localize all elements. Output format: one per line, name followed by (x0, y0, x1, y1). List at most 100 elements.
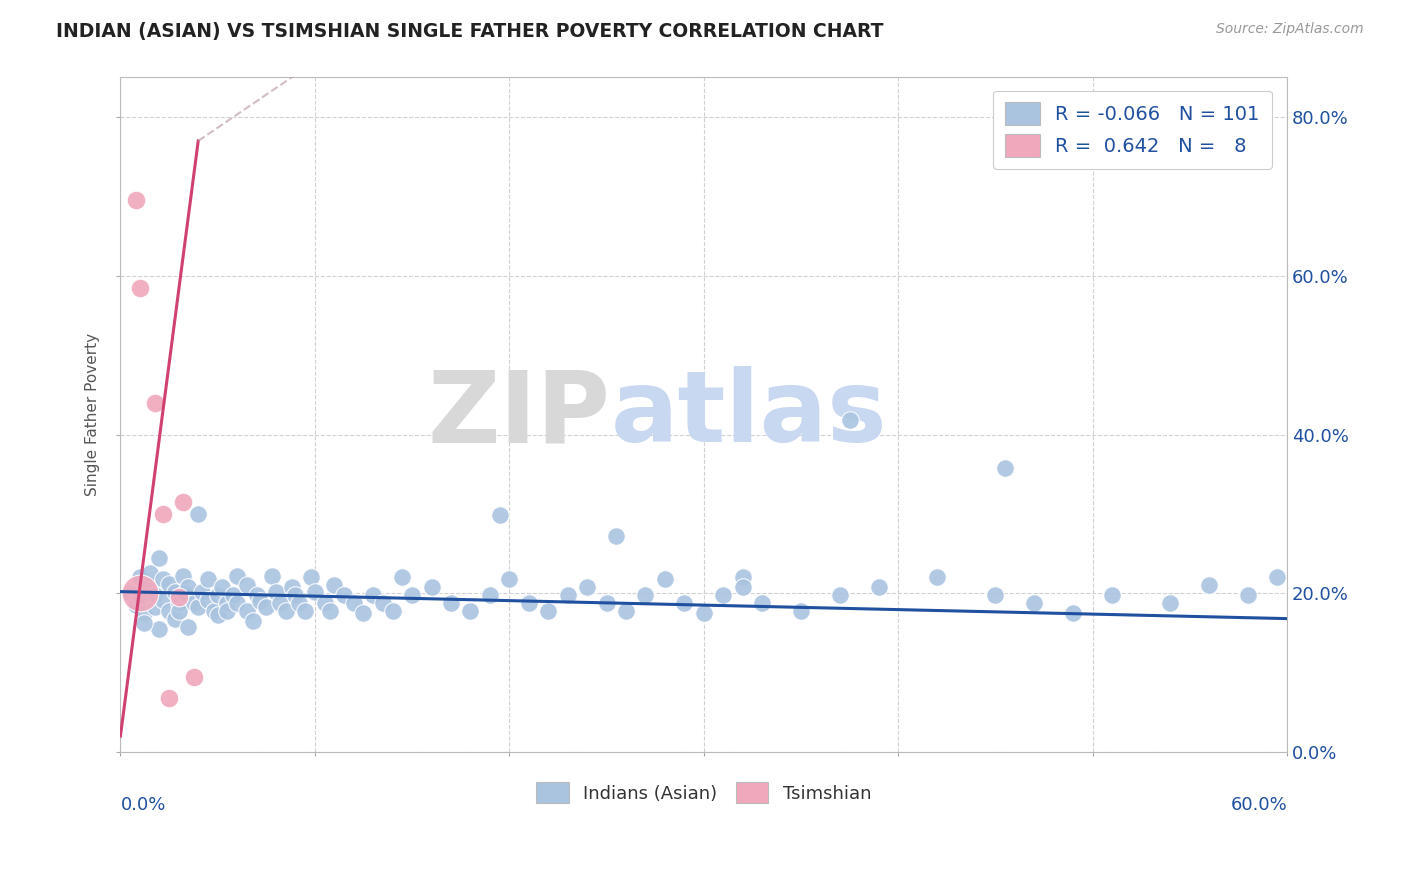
Point (614, 604, 637, 618)
Point (187, 600, 209, 615)
Point (693, 606, 716, 620)
Point (125, 598, 148, 612)
Point (197, 572, 219, 586)
Point (242, 614, 264, 628)
Point (183, 669, 205, 683)
Point (172, 568, 194, 582)
Point (353, 606, 375, 620)
Point (138, 578, 160, 592)
Point (391, 570, 413, 584)
Point (1024, 596, 1046, 610)
Point (323, 578, 346, 592)
Point (249, 594, 271, 608)
Point (226, 596, 249, 610)
Point (1267, 570, 1289, 584)
Point (183, 596, 205, 610)
Text: Source: ZipAtlas.com: Source: ZipAtlas.com (1216, 22, 1364, 37)
Point (731, 580, 754, 594)
Point (299, 570, 322, 584)
Point (994, 460, 1017, 475)
Point (264, 584, 287, 599)
Point (828, 588, 851, 602)
Point (245, 588, 267, 602)
Point (138, 566, 160, 581)
Point (128, 570, 150, 584)
Point (1198, 578, 1220, 592)
Point (197, 592, 219, 607)
Point (202, 604, 225, 618)
Point (120, 586, 142, 600)
Point (868, 580, 890, 594)
Point (319, 604, 342, 618)
Point (217, 604, 239, 618)
Point (280, 580, 302, 594)
Point (128, 586, 150, 600)
Point (152, 572, 174, 586)
Point (790, 604, 813, 618)
Point (838, 413, 860, 427)
Point (333, 588, 356, 602)
Point (163, 612, 186, 626)
Point (191, 584, 214, 599)
Point (478, 588, 501, 602)
Point (654, 572, 676, 586)
Point (187, 507, 209, 521)
Point (157, 604, 180, 618)
Point (148, 622, 170, 636)
Point (517, 596, 540, 610)
Text: atlas: atlas (610, 367, 887, 463)
Point (152, 592, 174, 607)
Point (460, 604, 482, 618)
Point (274, 604, 297, 618)
Point (440, 596, 463, 610)
Point (488, 508, 510, 523)
Point (284, 588, 307, 602)
Point (132, 606, 155, 620)
Point (167, 590, 190, 604)
Text: ZIP: ZIP (427, 367, 610, 463)
Point (262, 568, 284, 582)
Point (217, 596, 239, 610)
Point (207, 608, 229, 623)
Point (1101, 588, 1123, 602)
Point (984, 588, 1007, 602)
Point (420, 580, 443, 594)
Point (361, 588, 384, 602)
Point (314, 596, 336, 610)
Point (236, 578, 259, 592)
Point (498, 572, 520, 586)
Point (157, 576, 180, 591)
Point (128, 281, 150, 295)
Point (173, 586, 195, 600)
Point (152, 507, 174, 521)
Point (222, 588, 245, 602)
Point (381, 604, 404, 618)
Point (177, 619, 200, 633)
Point (605, 529, 627, 543)
Point (254, 600, 277, 615)
Point (269, 596, 291, 610)
Text: 0.0%: 0.0% (121, 796, 166, 814)
Point (537, 604, 560, 618)
Text: INDIAN (ASIAN) VS TSIMSHIAN SINGLE FATHER POVERTY CORRELATION CHART: INDIAN (ASIAN) VS TSIMSHIAN SINGLE FATHE… (56, 22, 884, 41)
Text: 60.0%: 60.0% (1230, 796, 1286, 814)
Point (925, 570, 948, 584)
Point (288, 596, 311, 610)
Point (595, 596, 617, 610)
Point (211, 580, 233, 594)
Point (157, 690, 180, 705)
Point (401, 588, 423, 602)
Point (371, 596, 394, 610)
Point (207, 588, 229, 602)
Point (226, 568, 249, 582)
Point (167, 604, 190, 618)
Point (576, 580, 599, 594)
Point (673, 596, 696, 610)
Point (1237, 588, 1260, 602)
Point (343, 596, 366, 610)
Point (145, 396, 167, 410)
Point (711, 588, 734, 602)
Point (751, 596, 773, 610)
Legend: Indians (Asian), Tsimshian: Indians (Asian), Tsimshian (529, 775, 879, 810)
Point (125, 194, 148, 208)
